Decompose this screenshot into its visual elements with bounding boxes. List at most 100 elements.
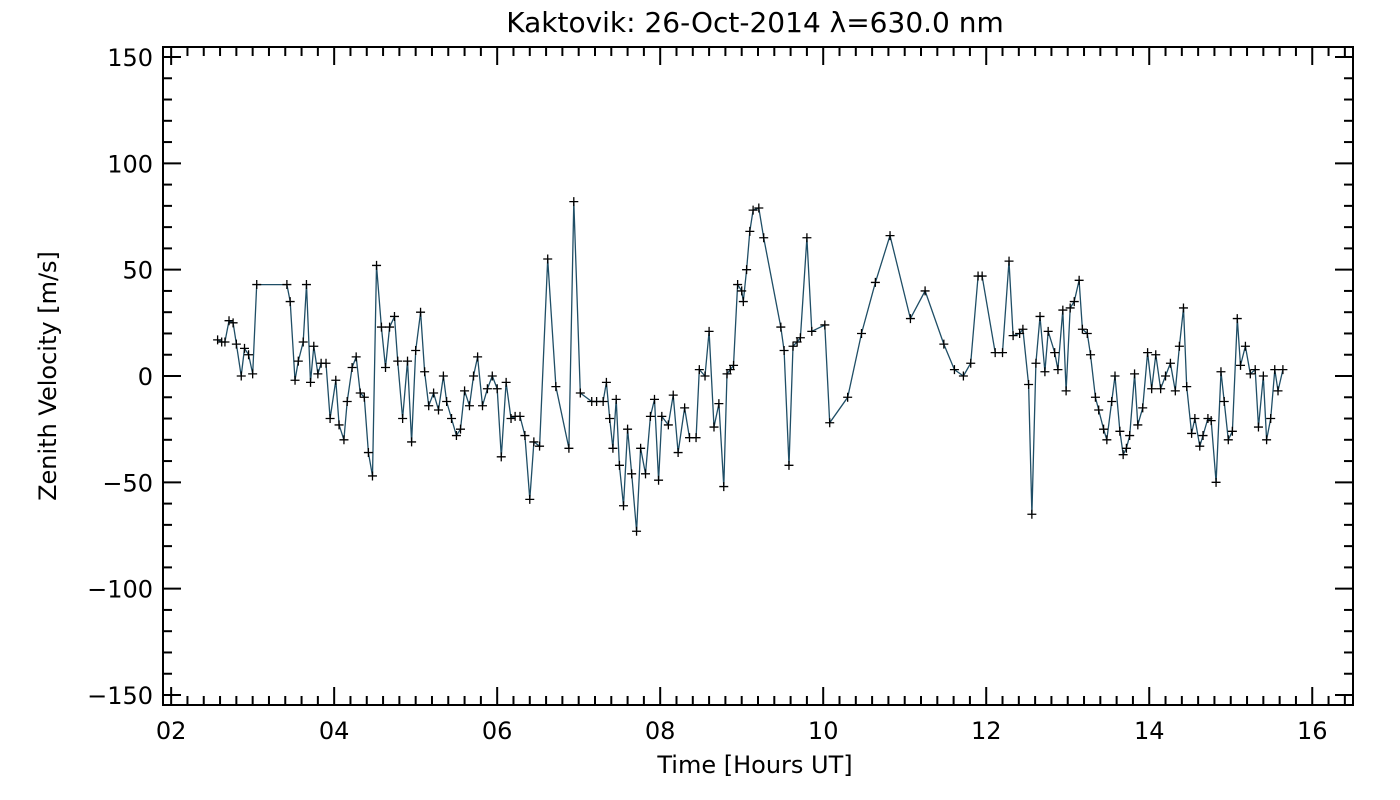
data-point-marker	[447, 414, 457, 424]
data-point-marker	[1125, 431, 1135, 441]
data-point-marker	[525, 494, 535, 504]
data-point-marker	[641, 469, 651, 479]
data-point-marker	[691, 433, 701, 443]
data-point-marker	[1262, 435, 1272, 445]
data-point-marker	[733, 280, 743, 290]
data-point-marker	[551, 382, 561, 392]
data-point-marker	[236, 371, 246, 381]
plot-frame	[162, 46, 1354, 706]
data-point-marker	[1115, 426, 1125, 436]
x-tick-label: 08	[645, 717, 676, 745]
data-point-marker	[1258, 371, 1268, 381]
data-point-marker	[663, 420, 673, 430]
data-point-marker	[1050, 348, 1060, 358]
data-point-marker	[321, 358, 331, 368]
data-point-marker	[1174, 341, 1184, 351]
data-point-marker	[1161, 371, 1171, 381]
data-point-marker	[645, 411, 655, 421]
data-point-marker	[1094, 405, 1104, 415]
data-point-marker	[1031, 358, 1041, 368]
data-point-marker	[905, 314, 915, 324]
y-tick-label: −150	[87, 682, 153, 710]
data-point-marker	[1058, 305, 1068, 315]
data-point-marker	[1069, 297, 1079, 307]
data-point-marker	[1102, 435, 1112, 445]
data-point-marker	[802, 233, 812, 243]
data-point-marker	[949, 365, 959, 375]
x-axis: 02 04 06 08 10 12 14 16	[156, 47, 1346, 745]
data-point-marker	[456, 424, 465, 434]
data-point-marker	[224, 316, 234, 326]
data-point-marker	[1216, 367, 1226, 377]
data-point-marker	[347, 362, 357, 372]
data-point-marker	[870, 277, 880, 287]
data-point-marker	[331, 375, 341, 385]
data-point-marker	[1043, 326, 1053, 336]
data-point-marker	[569, 197, 579, 207]
data-point-marker	[700, 371, 710, 381]
data-point-marker	[301, 280, 311, 290]
y-tick-label: −50	[102, 469, 153, 497]
x-axis-label: Time [Hours UT]	[656, 751, 852, 779]
data-point-marker	[719, 482, 729, 492]
data-point-marker	[376, 322, 386, 332]
data-point-marker	[403, 356, 413, 366]
data-point-marker	[788, 341, 798, 351]
data-point-marker	[1223, 435, 1233, 445]
data-point-marker	[298, 337, 308, 347]
data-point-marker	[309, 341, 319, 351]
data-point-marker	[438, 371, 448, 381]
data-point-marker	[564, 443, 574, 453]
data-point-marker	[473, 352, 483, 362]
data-point-marker	[515, 411, 525, 421]
data-point-marker	[451, 431, 461, 441]
y-tick-label: −100	[87, 576, 153, 604]
y-tick-label: 0	[138, 363, 153, 391]
data-point-marker	[231, 339, 241, 349]
data-point-marker	[252, 280, 262, 290]
data-point-marker	[966, 358, 976, 368]
data-point-marker	[1077, 324, 1087, 334]
data-point-marker	[807, 326, 817, 336]
data-point-marker	[1107, 397, 1117, 407]
data-point-marker	[1147, 384, 1157, 394]
data-point-marker	[885, 231, 895, 241]
data-point-marker	[1086, 350, 1096, 360]
data-point-marker	[759, 233, 769, 243]
data-point-marker	[795, 333, 805, 343]
data-point-marker	[1118, 450, 1128, 460]
data-point-marker	[623, 424, 633, 434]
data-point-marker	[673, 448, 683, 458]
data-point-marker	[998, 348, 1008, 358]
data-point-marker	[416, 307, 426, 317]
data-point-marker	[649, 394, 659, 404]
data-point-marker	[411, 345, 421, 355]
data-point-marker	[1024, 380, 1034, 390]
y-axis-label: Zenith Velocity [m/s]	[34, 251, 62, 501]
data-point-marker	[657, 411, 667, 421]
data-point-marker	[313, 369, 323, 379]
data-point-marker	[290, 375, 300, 385]
data-point-marker	[1266, 414, 1276, 424]
data-point-marker	[714, 399, 724, 409]
data-point-marker	[1143, 348, 1153, 358]
data-point-marker	[742, 265, 752, 275]
data-point-marker	[381, 362, 391, 372]
data-point-marker	[1065, 303, 1075, 313]
data-point-marker	[363, 448, 373, 458]
data-point-marker	[627, 469, 637, 479]
data-point-marker	[282, 280, 292, 290]
data-point-marker	[729, 360, 739, 370]
data-point-marker	[608, 443, 618, 453]
x-tick-label: 04	[319, 717, 350, 745]
data-point-marker	[1198, 431, 1208, 441]
data-point-marker	[1236, 360, 1246, 370]
data-point-marker	[709, 422, 719, 432]
data-point-marker	[529, 437, 539, 447]
data-point-marker	[1250, 365, 1260, 375]
data-point-marker	[359, 392, 369, 402]
data-point-marker	[442, 397, 452, 407]
data-point-marker	[939, 339, 949, 349]
data-point-marker	[228, 318, 238, 328]
data-point-marker	[385, 322, 395, 332]
